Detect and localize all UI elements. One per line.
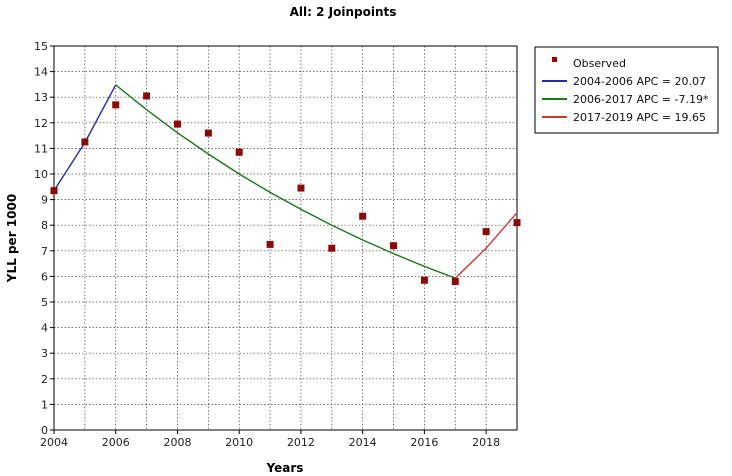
plot-area-frame	[53, 45, 518, 431]
y-tick-label: 10	[34, 168, 48, 181]
y-tick-label: 14	[34, 66, 48, 79]
x-tick-label: 2006	[102, 436, 130, 449]
observed-point	[359, 212, 367, 220]
legend: Observed 2004-2006 APC = 20.07 2006-2017 A…	[534, 46, 719, 134]
legend-observed-marker	[552, 57, 557, 62]
observed-point	[143, 92, 151, 100]
observed-point	[266, 240, 274, 248]
chart-title: All: 2 Joinpoints	[290, 5, 397, 19]
y-tick-label: 6	[41, 270, 48, 283]
legend-series-label-1: 2004-2006 APC = 20.07	[573, 75, 706, 88]
y-tick-label: 12	[34, 117, 48, 130]
observed-point	[482, 228, 490, 236]
y-tick-label: 1	[41, 398, 48, 411]
fitted-segment-line-3	[454, 212, 518, 279]
observed-point	[204, 129, 212, 137]
observed-point	[50, 187, 58, 195]
observed-point	[328, 244, 336, 252]
legend-observed-label: Observed	[573, 57, 626, 70]
observed-point	[513, 219, 521, 227]
legend-series-label-2: 2006-2017 APC = -7.19*	[573, 93, 709, 106]
y-tick-label: 4	[41, 322, 48, 335]
observed-point	[173, 120, 181, 128]
x-axis-title: Years	[266, 461, 304, 475]
x-tick-label: 2018	[472, 436, 500, 449]
y-tick-label: 2	[41, 373, 48, 386]
y-axis-title: YLL per 1000	[5, 194, 19, 283]
observed-point	[420, 276, 428, 284]
x-tick-label: 2012	[287, 436, 315, 449]
grid-lines	[54, 46, 517, 430]
fitted-segment-line-2	[115, 84, 456, 279]
observed-point	[81, 138, 89, 146]
x-tick-label: 2016	[410, 436, 438, 449]
x-tick-label: 2010	[225, 436, 253, 449]
observed-point	[112, 101, 120, 109]
observed-point	[390, 242, 398, 250]
observed-point	[451, 278, 459, 286]
y-tick-label: 7	[41, 245, 48, 258]
observed-point	[235, 148, 243, 156]
x-tick-label: 2008	[163, 436, 191, 449]
y-tick-label: 13	[34, 91, 48, 104]
observed-point	[297, 184, 305, 192]
y-tick-label: 15	[34, 40, 48, 53]
x-tick-label: 2014	[349, 436, 377, 449]
x-tick-label: 2004	[40, 436, 68, 449]
y-tick-label: 5	[41, 296, 48, 309]
y-tick-label: 11	[34, 142, 48, 155]
y-tick-label: 3	[41, 347, 48, 360]
y-tick-label: 9	[41, 194, 48, 207]
y-tick-label: 8	[41, 219, 48, 232]
observed-points	[50, 92, 521, 286]
y-tick-label: 0	[41, 424, 48, 437]
legend-box	[534, 46, 719, 134]
fitted-lines	[53, 84, 518, 279]
legend-series-label-3: 2017-2019 APC = 19.65	[573, 111, 706, 124]
